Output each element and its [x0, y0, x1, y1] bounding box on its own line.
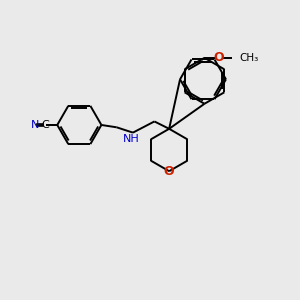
Text: N: N — [31, 120, 39, 130]
Text: O: O — [213, 51, 224, 64]
Text: CH₃: CH₃ — [240, 53, 259, 63]
Text: C: C — [42, 120, 49, 130]
Text: NH: NH — [123, 134, 140, 144]
Text: O: O — [164, 165, 175, 178]
